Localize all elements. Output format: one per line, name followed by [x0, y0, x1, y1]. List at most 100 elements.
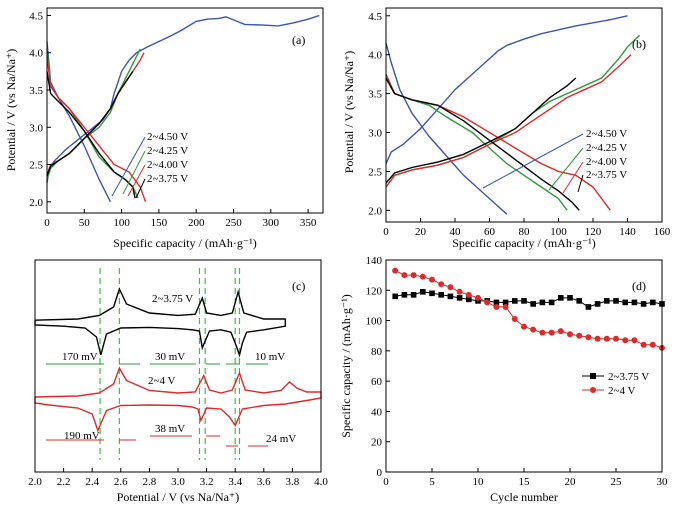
x-tick-label: 0 [44, 217, 50, 229]
panel-b-xlabel: Specific capacity / (mAh·g⁻¹) [452, 236, 596, 250]
data-point-circle [548, 329, 555, 336]
panel-c-gap-label: 38 mV [155, 423, 185, 435]
data-point-square [438, 292, 444, 298]
x-tick-label: 10 [473, 476, 485, 488]
y-tick-label: 3.5 [368, 89, 382, 101]
x-tick-label: 2.8 [143, 476, 157, 488]
panel-b-plot-area [385, 15, 641, 215]
panel-a-legend-item: 2~4.25 V [147, 145, 188, 157]
panel-d-plot-area [392, 267, 665, 351]
y-tick-label: 40 [371, 406, 383, 418]
panel-c-gap-label: 170 mV [62, 351, 98, 363]
data-point-square [650, 299, 656, 306]
y-tick-label: 3.0 [368, 128, 382, 140]
data-point-square [576, 298, 582, 304]
panel-b-ylabel: Potential / V (vs Na/Na⁺) [342, 51, 356, 174]
data-point-square [447, 293, 454, 300]
data-point-square [622, 299, 628, 306]
data-point-square [502, 299, 509, 306]
data-point-square [401, 292, 408, 298]
data-point-square [420, 289, 426, 295]
series-line [385, 15, 628, 164]
data-point-circle [640, 341, 647, 348]
data-point-square [604, 298, 610, 304]
y-tick-label: 100 [366, 316, 383, 328]
legend-circle-marker [590, 387, 596, 393]
panel-c: 2.0 2.2 2.4 2.6 2.8 3.0 3.2 3.4 3.6 3.8 4.0 (c) Po… [28, 259, 328, 504]
x-tick-label: 3.2 [200, 476, 214, 488]
panel-a-frame [46, 7, 324, 214]
data-point-square [410, 292, 417, 298]
legend-square-marker [590, 373, 596, 379]
x-tick-label: 3.0 [171, 476, 185, 488]
x-tick-label: 60 [484, 226, 496, 238]
data-point-square [640, 301, 647, 307]
data-point-circle [521, 323, 527, 330]
x-tick-label: 3.8 [286, 476, 300, 488]
data-point-circle [392, 267, 399, 274]
panel-c-xlabel: Potential / V (vs Na/Na⁺) [117, 490, 240, 504]
x-tick-label: 3.6 [257, 476, 271, 488]
data-point-square [466, 296, 472, 303]
series-line [395, 291, 663, 308]
panel-a-label: (a) [292, 33, 305, 47]
series-line [385, 42, 508, 215]
panel-b-legend-item: 2~4.25 V [586, 142, 627, 154]
y-tick-label: 0 [377, 467, 383, 479]
series-line [46, 48, 139, 199]
data-point-circle [631, 337, 638, 344]
data-point-circle [410, 272, 417, 279]
panel-c-top-curve-label: 2~3.75 V [152, 293, 193, 305]
series-line [46, 48, 141, 180]
x-tick-label: 0 [383, 476, 389, 488]
panel-c-label: (c) [292, 279, 305, 293]
x-tick-label: 2.4 [85, 476, 99, 488]
y-tick-label: 20 [371, 437, 383, 449]
panel-b-arrow [562, 161, 584, 194]
x-tick-label: 250 [225, 217, 242, 229]
data-point-square [475, 298, 481, 304]
panel-a: 0 50 100 150 200 250 300 3502.02.53.03.54.04.5 … [4, 7, 324, 250]
series-line [385, 73, 611, 211]
x-tick-label: 3.4 [228, 476, 242, 488]
y-tick-label: 4.5 [29, 10, 43, 22]
data-point-circle [447, 284, 454, 291]
x-tick-label: 160 [654, 226, 671, 238]
panel-b-frame [385, 7, 663, 223]
data-point-square [567, 295, 573, 301]
data-point-circle [493, 303, 500, 310]
panel-d-label: (d) [632, 279, 646, 293]
x-tick-label: 350 [300, 217, 317, 229]
panel-d: 0 5 10 15 20 25 30 0 20 40 60 80 100 120 140 (d) Cycle… [339, 255, 668, 504]
panel-c-gap-label: 30 mV [155, 351, 185, 363]
data-point-circle [585, 334, 592, 341]
x-tick-label: 300 [263, 217, 280, 229]
data-point-circle [401, 272, 408, 279]
y-tick-label: 3.0 [29, 122, 43, 134]
panel-b-ticks: 0 20 40 60 80 100 120 140 160 2.0 2.5 3.0 3.5 4.0 4.5 [368, 11, 671, 238]
data-point-circle [594, 335, 601, 342]
panel-d-legend: 2~3.75 V 2~4 V [582, 371, 649, 397]
x-tick-label: 25 [611, 476, 623, 488]
x-tick-label: 20 [565, 476, 577, 488]
y-tick-label: 2.5 [29, 160, 43, 172]
panel-d-frame [385, 259, 663, 473]
data-point-square [539, 299, 546, 306]
series-line [46, 56, 147, 203]
panel-b-legend: 2~4.50 V 2~4.25 V 2~4.00 V 2~3.75 V [482, 128, 627, 194]
x-tick-label: 5 [429, 476, 435, 488]
data-point-square [613, 298, 619, 304]
series-line [385, 77, 580, 211]
panel-a-ylabel: Potential / V (vs Na/Na⁺) [4, 49, 18, 172]
panel-c-gap-label: 10 mV [255, 351, 285, 363]
data-point-circle [484, 299, 491, 306]
panel-b-arrow [548, 147, 584, 191]
x-tick-label: 120 [585, 226, 602, 238]
y-tick-label: 4.0 [368, 50, 382, 62]
x-tick-label: 100 [550, 226, 567, 238]
y-tick-label: 2.5 [368, 166, 382, 178]
panel-d-legend-item: 2~4 V [608, 385, 636, 397]
y-tick-label: 80 [371, 346, 383, 358]
x-tick-label: 140 [619, 226, 636, 238]
data-point-square [493, 299, 500, 306]
